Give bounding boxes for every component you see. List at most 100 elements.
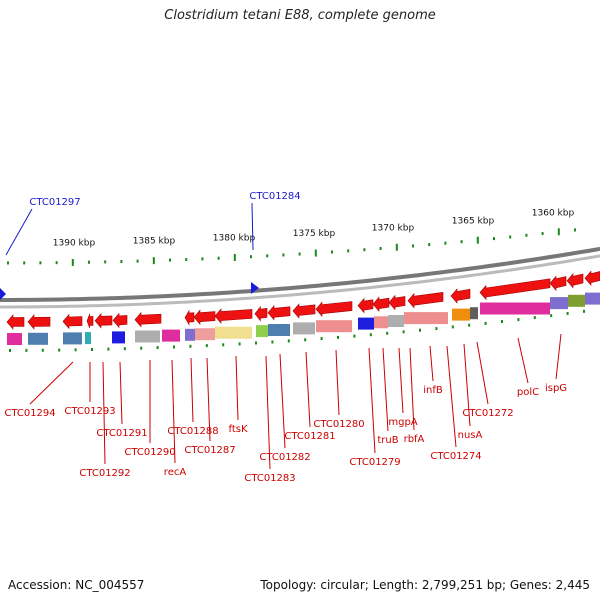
category-band [268,324,290,336]
scale-labels: 1390 kbp 1385 kbp 1380 kbp 1375 kbp 1370 kbp… [53,208,575,248]
gene-arrow [292,303,316,319]
scale-tick [169,258,171,262]
band-tick [205,344,208,348]
scale-tick [525,233,528,237]
gene-label: CTC01291 [96,428,147,439]
gene-label: ftsK [228,424,247,435]
leader-line [235,355,239,421]
band-tick [173,345,175,349]
leader-line [251,202,254,251]
gene-arrow [407,292,444,309]
band-tick [484,321,487,325]
gene-arrow [134,311,162,328]
category-band [550,297,568,310]
scale-tick [217,256,220,260]
band-tick [189,344,192,348]
scale-tick [493,237,495,241]
scale-tick [71,258,74,266]
band-tick [222,343,225,347]
scale-label: 1360 kbp [532,208,575,218]
scale-tick [136,259,139,263]
scale-tick [104,260,107,264]
gene-label: recA [164,467,187,478]
band-tick [386,331,389,335]
gene-arrow [112,312,128,329]
gene-label: CTC01283 [244,473,295,484]
leader-line [368,347,376,454]
band-tick [304,338,307,342]
leader-line [119,361,123,425]
category-band [215,326,252,339]
scale-ticks [7,228,576,266]
gene-arrow [184,309,195,326]
scale-tick [476,236,479,244]
gene-label: CTC01279 [349,457,400,468]
leader-line [517,337,529,384]
leader-line [102,361,106,465]
scale-tick [233,253,236,261]
category-band [404,312,448,325]
band-tick [156,346,159,350]
scale-tick [331,250,333,254]
scale-label: 1390 kbp [53,239,96,249]
scale-tick [509,235,512,239]
scale-tick [314,249,317,257]
functional-category-bands [7,292,600,345]
category-band [388,315,404,327]
category-band [112,331,125,344]
label-leader-lines [5,202,562,470]
scale-tick [185,258,188,262]
category-band [374,316,388,329]
category-band [480,302,550,315]
band-tick [583,309,585,313]
band-tick [419,328,421,332]
category-band [256,325,268,338]
leader-line [279,353,286,449]
scale-tick [120,260,123,264]
band-tick [271,340,274,344]
category-band [185,328,195,341]
gene-arrow [357,297,374,314]
band-tick [58,348,61,352]
scale-tick [88,260,90,264]
scale-label: 1385 kbp [133,237,176,247]
scale-tick [557,228,560,236]
gene-arrow [549,275,567,292]
scale-label: 1380 kbp [213,234,256,244]
scale-tick [7,261,9,265]
scale-tick [460,240,463,244]
scale-tick [574,228,576,232]
category-band [7,333,22,345]
leader-line [398,347,404,414]
gene-arrow [372,296,390,313]
gene-label: ispG [545,383,567,394]
category-band [316,320,352,333]
gene-arrow [315,301,353,318]
band-tick [255,341,257,345]
scale-tick [412,244,414,248]
gene-label: CTC01272 [462,408,513,419]
category-band [358,317,374,330]
scale-tick [428,243,431,247]
leader-line [446,345,457,448]
gene-arrow [566,272,584,289]
strand-marker [0,288,6,300]
gene-label: mgpA [388,417,417,428]
scale-tick [541,232,544,236]
gene-label: CTC01294 [4,408,55,419]
band-tick [550,314,553,318]
band-tick [533,316,536,320]
category-band [63,332,82,345]
leader-line [429,345,434,382]
gene-arrow [584,270,600,287]
topology-text: Topology: circular; Length: 2,799,251 bp… [260,578,590,592]
leader-line [5,208,33,256]
category-band [85,332,91,345]
scale-tick [201,257,204,261]
category-band [293,322,315,335]
gene-label: polC [517,387,539,398]
leader-line [29,361,74,405]
leader-line [555,333,562,380]
band-tick [501,320,503,323]
band-tick [41,348,44,352]
